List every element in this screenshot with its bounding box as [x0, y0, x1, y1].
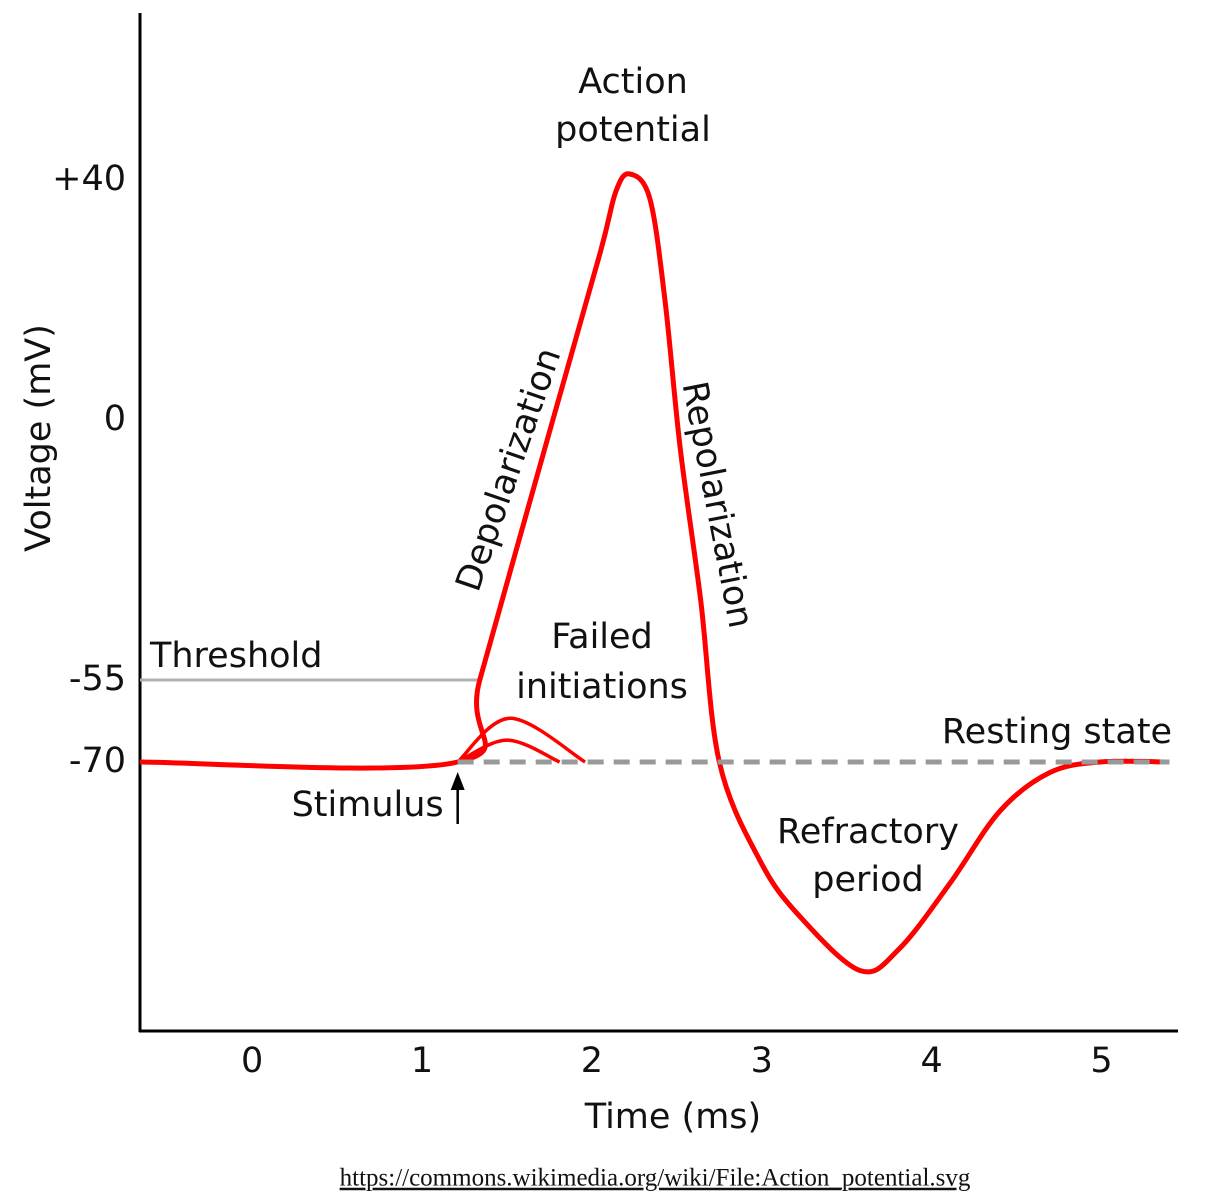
y-tick-label: -55	[69, 659, 126, 699]
y-tick-label: +40	[52, 159, 126, 199]
x-tick-label: 5	[1090, 1041, 1112, 1081]
voltage-line	[139, 171, 1170, 975]
stimulus-label: Stimulus	[292, 785, 444, 825]
x-tick-label: 3	[751, 1041, 773, 1081]
voltage-line	[456, 716, 587, 764]
annotation: Failed	[551, 617, 653, 657]
x-axis-title: Time (ms)	[584, 1097, 761, 1137]
x-tick-label: 2	[581, 1041, 603, 1081]
voltage-line	[456, 738, 561, 764]
y-axis-title: Voltage (mV)	[19, 324, 59, 552]
reference-label: Resting state	[942, 712, 1172, 752]
annotation: initiations	[516, 667, 688, 707]
stimulus-arrowhead	[450, 772, 465, 790]
reference-label: Threshold	[149, 636, 323, 676]
y-tick-label: -70	[69, 741, 126, 781]
x-tick-label: 1	[411, 1041, 433, 1081]
annotation: Depolarization	[449, 343, 570, 596]
y-tick-label: 0	[104, 399, 126, 439]
annotation: period	[812, 860, 924, 900]
annotation: potential	[555, 110, 711, 150]
annotation: Action	[578, 62, 688, 102]
x-tick-label: 0	[241, 1041, 263, 1081]
x-tick-label: 4	[921, 1041, 943, 1081]
source-link: https://commons.wikimedia.org/wiki/File:…	[340, 1165, 971, 1192]
annotation: Refractory	[777, 812, 959, 852]
